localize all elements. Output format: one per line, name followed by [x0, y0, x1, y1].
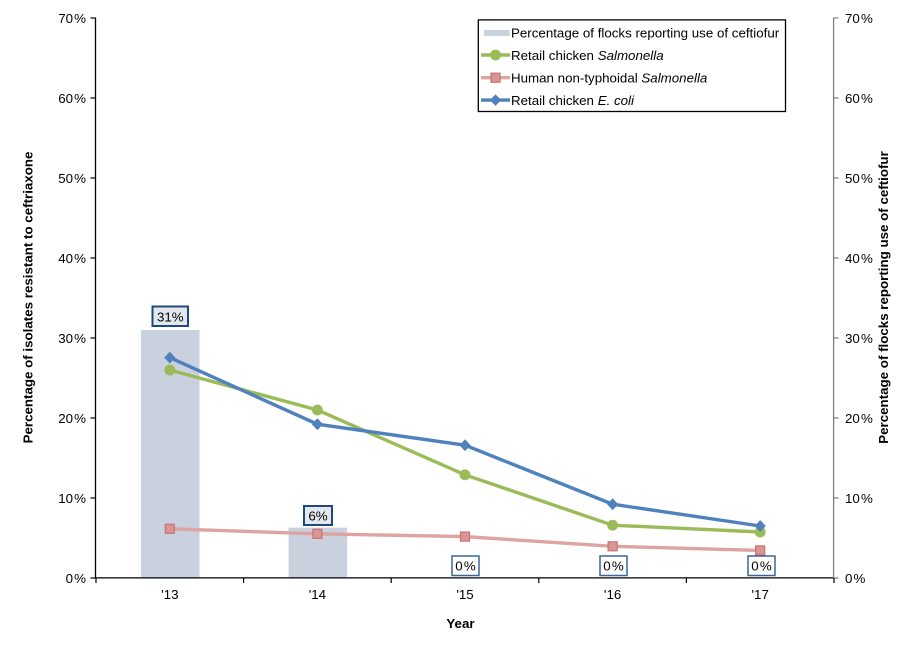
svg-text:31%: 31%	[157, 309, 184, 324]
svg-text:70 %: 70 %	[845, 11, 873, 26]
svg-text:30 %: 30 %	[845, 331, 873, 346]
svg-text:'16: '16	[604, 587, 621, 602]
svg-text:'14: '14	[309, 587, 327, 602]
svg-text:70 %: 70 %	[58, 11, 86, 26]
svg-text:Percentage of flocks reporting: Percentage of flocks reporting use of ce…	[876, 151, 891, 444]
svg-text:6%: 6%	[308, 508, 327, 523]
svg-text:20 %: 20 %	[845, 411, 873, 426]
svg-text:50 %: 50 %	[845, 171, 873, 186]
svg-text:60 %: 60 %	[845, 91, 873, 106]
svg-text:40 %: 40 %	[845, 251, 873, 266]
svg-text:50 %: 50 %	[58, 171, 86, 186]
svg-text:10 %: 10 %	[58, 491, 86, 506]
svg-text:Retail chicken Salmonella: Retail chicken Salmonella	[511, 48, 664, 63]
svg-text:'13: '13	[161, 587, 178, 602]
svg-text:60 %: 60 %	[58, 91, 86, 106]
svg-text:10 %: 10 %	[845, 491, 873, 506]
svg-text:20 %: 20 %	[58, 411, 86, 426]
svg-text:Retail chicken E. coli: Retail chicken E. coli	[511, 93, 635, 108]
svg-text:'15: '15	[456, 587, 473, 602]
svg-text:0 %: 0 %	[455, 559, 476, 574]
svg-text:Year: Year	[446, 616, 474, 631]
svg-text:0 %: 0 %	[603, 559, 624, 574]
svg-text:Human non-typhoidal Salmonella: Human non-typhoidal Salmonella	[511, 71, 707, 86]
svg-text:30 %: 30 %	[58, 331, 86, 346]
svg-text:'17: '17	[752, 587, 769, 602]
svg-text:0 %: 0 %	[751, 559, 772, 574]
svg-text:0 %: 0 %	[66, 571, 87, 586]
svg-text:Percentage of isolates resista: Percentage of isolates resistant to ceft…	[21, 152, 36, 444]
svg-text:40 %: 40 %	[58, 251, 86, 266]
svg-text:0 %: 0 %	[845, 571, 866, 586]
svg-text:Percentage of flocks reporting: Percentage of flocks reporting use of ce…	[511, 26, 780, 41]
